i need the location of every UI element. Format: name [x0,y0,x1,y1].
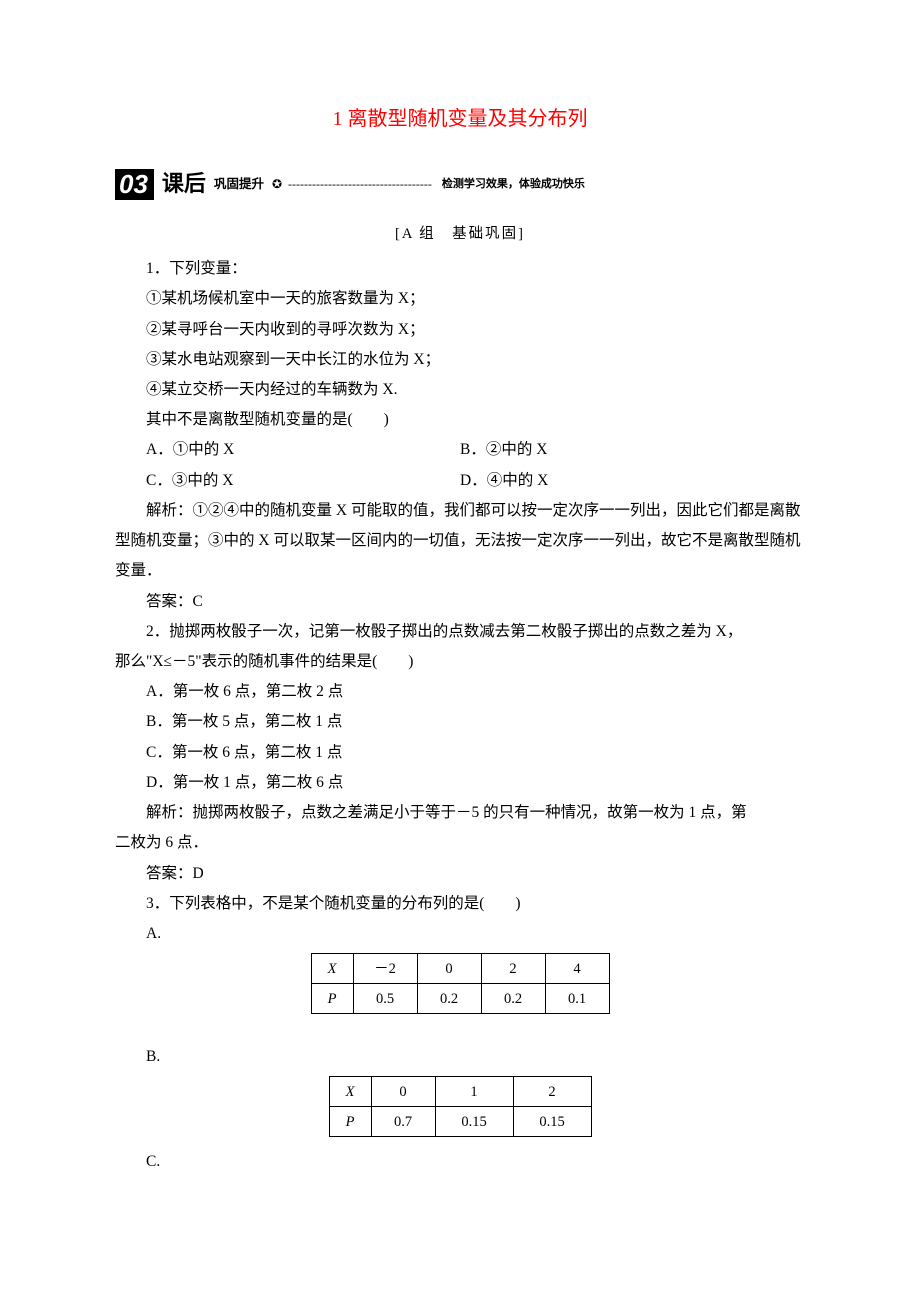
group-label: [A 组 基础巩固] [115,220,805,248]
q1-option-b: B．②中的 X [460,435,805,465]
q1-option-d: D．④中的 X [460,466,805,496]
table-cell: 1 [435,1077,513,1107]
q1-options-row2: C．③中的 X D．④中的 X [115,466,805,496]
section-arrow-icon: ✪ [272,173,282,196]
q3-label-b: B. [115,1042,805,1072]
q3-label-a: A. [115,919,805,949]
q2-stem-line2: 那么"X≤－5"表示的随机事件的结果是( ) [115,647,805,677]
table-cell: －2 [353,954,417,984]
table-cell: 4 [545,954,609,984]
q2-option-d: D．第一枚 1 点，第二枚 6 点 [115,768,805,798]
q2-solution-line2: 二枚为 6 点． [115,828,805,858]
section-header: 03 课后 巩固提升 ✪ ---------------------------… [115,163,805,206]
spacer [115,1024,805,1042]
q1-solution: 解析：①②④中的随机变量 X 可能取的值，我们都可以按一定次序一一列出，因此它们… [115,496,805,587]
q2-option-b: B．第一枚 5 点，第二枚 1 点 [115,707,805,737]
table-row: P 0.7 0.15 0.15 [329,1107,591,1137]
table-cell: P [311,984,353,1014]
q1-answer: 答案：C [115,587,805,617]
q1-item-4: ④某立交桥一天内经过的车辆数为 X. [115,375,805,405]
table-cell: 0.15 [513,1107,591,1137]
q2-solution-line1: 解析：抛掷两枚骰子，点数之差满足小于等于－5 的只有一种情况，故第一枚为 1 点… [115,798,805,828]
table-cell: X [311,954,353,984]
table-cell: X [329,1077,371,1107]
q1-option-c: C．③中的 X [115,466,460,496]
q3-table-a: X －2 0 2 4 P 0.5 0.2 0.2 0.1 [311,953,610,1014]
section-kehou: 课后 [162,163,206,206]
q3-table-b: X 0 1 2 P 0.7 0.15 0.15 [329,1076,592,1137]
q3-stem: 3．下列表格中，不是某个随机变量的分布列的是( ) [115,889,805,919]
section-number-block: 03 [115,169,154,200]
q1-options-row1: A．①中的 X B．②中的 X [115,435,805,465]
q2-option-a: A．第一枚 6 点，第二枚 2 点 [115,677,805,707]
table-row: P 0.5 0.2 0.2 0.1 [311,984,609,1014]
q1-item-3: ③某水电站观察到一天中长江的水位为 X； [115,345,805,375]
q1-item-1: ①某机场候机室中一天的旅客数量为 X； [115,284,805,314]
q2-answer: 答案：D [115,859,805,889]
section-dashes: ------------------------------------ [288,173,432,196]
table-cell: 0.5 [353,984,417,1014]
q1-stem: 其中不是离散型随机变量的是( ) [115,405,805,435]
q1-lead: 1．下列变量： [115,254,805,284]
table-cell: P [329,1107,371,1137]
table-cell: 0.1 [545,984,609,1014]
page-title: 1 离散型随机变量及其分布列 [115,100,805,139]
q1-item-2: ②某寻呼台一天内收到的寻呼次数为 X； [115,315,805,345]
table-row: X 0 1 2 [329,1077,591,1107]
q3-label-c: C. [115,1147,805,1177]
q2-option-c: C．第一枚 6 点，第二枚 1 点 [115,738,805,768]
table-cell: 0 [371,1077,435,1107]
section-right-text: 检测学习效果，体验成功快乐 [442,174,585,195]
q2-stem-line1: 2．抛掷两枚骰子一次，记第一枚骰子掷出的点数减去第二枚骰子掷出的点数之差为 X， [115,617,805,647]
table-row: X －2 0 2 4 [311,954,609,984]
table-cell: 0.2 [417,984,481,1014]
table-cell: 0.2 [481,984,545,1014]
table-cell: 2 [513,1077,591,1107]
table-cell: 0.15 [435,1107,513,1137]
section-subtitle: 巩固提升 [214,172,264,196]
table-cell: 0.7 [371,1107,435,1137]
table-cell: 0 [417,954,481,984]
table-cell: 2 [481,954,545,984]
q1-option-a: A．①中的 X [115,435,460,465]
